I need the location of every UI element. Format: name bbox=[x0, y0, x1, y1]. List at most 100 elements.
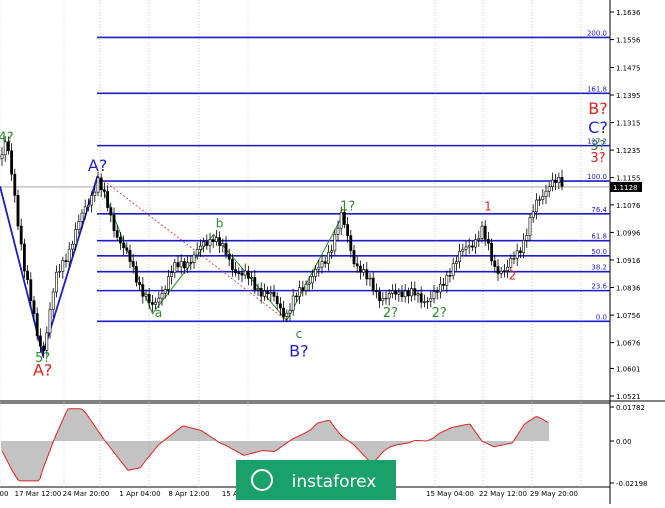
wave-label: 1? bbox=[340, 199, 355, 214]
candle-body bbox=[432, 291, 436, 299]
candle-body bbox=[54, 271, 58, 293]
candle-body bbox=[435, 291, 439, 293]
candle-body bbox=[48, 309, 52, 334]
candle-body bbox=[87, 204, 90, 208]
candle-body bbox=[221, 243, 225, 247]
candle-body bbox=[464, 246, 468, 250]
candle-body bbox=[314, 268, 318, 277]
candle-body bbox=[179, 261, 183, 268]
candle-body bbox=[557, 177, 561, 184]
candles bbox=[0, 136, 564, 358]
candle-body bbox=[531, 211, 535, 218]
candle-body bbox=[288, 309, 292, 314]
candle-body bbox=[522, 239, 526, 254]
candle-body bbox=[240, 272, 244, 276]
wave-line-blue bbox=[0, 175, 99, 358]
candle-body bbox=[141, 284, 145, 297]
candle-body bbox=[199, 245, 202, 250]
price-tick-label: 1.1475 bbox=[616, 64, 641, 72]
candle-body bbox=[266, 290, 270, 295]
candle-body bbox=[147, 293, 151, 303]
candle-body bbox=[262, 290, 266, 297]
candle-body bbox=[294, 295, 298, 298]
wave-label: 5? bbox=[35, 351, 50, 366]
candle-body bbox=[128, 249, 132, 262]
candle-body bbox=[317, 266, 321, 270]
candle-body bbox=[400, 291, 404, 298]
time-tick-label: 29 May 20:00 bbox=[530, 490, 578, 498]
candle-body bbox=[518, 250, 522, 254]
candle-body bbox=[167, 276, 170, 290]
candle-body bbox=[381, 298, 385, 302]
candle-body bbox=[499, 270, 503, 274]
candle-body bbox=[58, 270, 62, 273]
candle-body bbox=[272, 291, 276, 297]
time-axis: 00 17 Mar 12:00 24 Mar 20:00 1 Apr 04:00 8 A… bbox=[0, 490, 578, 498]
candle-body bbox=[486, 239, 490, 244]
candle-body bbox=[38, 335, 42, 347]
price-tick-label: 1.0916 bbox=[616, 257, 641, 265]
wave-label: A? bbox=[33, 361, 52, 380]
candle-body bbox=[474, 239, 478, 248]
candle-body bbox=[326, 252, 330, 264]
candle-body bbox=[35, 313, 39, 337]
wave-label: B? bbox=[289, 342, 308, 361]
candle-body bbox=[362, 269, 366, 273]
candle-body bbox=[304, 283, 308, 291]
candle-body bbox=[71, 243, 74, 250]
candle-body bbox=[3, 141, 7, 156]
watermark: instaforex bbox=[236, 460, 396, 500]
candle-body bbox=[470, 245, 474, 248]
candle-body bbox=[61, 260, 65, 272]
fib-level-label: 50.0 bbox=[591, 248, 607, 256]
price-tick-label: 1.1315 bbox=[616, 120, 641, 128]
time-tick-label: 24 Mar 20:00 bbox=[63, 490, 110, 498]
candle-body bbox=[16, 195, 20, 227]
fib-level-label: 127.2 bbox=[587, 138, 607, 146]
candle-body bbox=[109, 207, 113, 216]
candle-body bbox=[384, 297, 388, 300]
candle-body bbox=[352, 250, 356, 265]
candle-body bbox=[355, 263, 359, 267]
candle-body bbox=[282, 307, 286, 317]
price-tick-label: 1.1235 bbox=[616, 147, 641, 155]
candle-body bbox=[506, 266, 510, 271]
candle-body bbox=[45, 332, 49, 351]
candle-body bbox=[310, 276, 314, 284]
candle-body bbox=[151, 302, 154, 305]
candle-body bbox=[509, 258, 513, 268]
wave-label: b bbox=[216, 217, 224, 231]
price-tick-label: 1.1556 bbox=[616, 37, 641, 45]
candle-body bbox=[560, 177, 564, 187]
candle-body bbox=[339, 212, 343, 229]
candle-body bbox=[176, 262, 180, 268]
time-tick-label: 15 May 04:00 bbox=[426, 490, 474, 498]
price-tick-label: 1.1155 bbox=[616, 175, 641, 183]
time-tick-label: 17 Mar 12:00 bbox=[15, 490, 62, 498]
candle-body bbox=[99, 177, 103, 191]
macd-signal-line bbox=[1, 408, 549, 482]
candle-body bbox=[42, 345, 46, 351]
candle-body bbox=[550, 179, 554, 187]
candle-body bbox=[247, 270, 250, 279]
fibonacci-levels: 0.0 23.6 38.2 50.0 61.8 76.4 100.0 127.2 161.8 20… bbox=[0, 29, 610, 323]
candle-body bbox=[93, 191, 97, 196]
candle-body bbox=[483, 225, 487, 240]
fib-level-label: 100.0 bbox=[587, 173, 607, 181]
candle-body bbox=[403, 290, 407, 298]
candle-body bbox=[438, 283, 442, 293]
candle-body bbox=[90, 195, 94, 206]
candle-body bbox=[307, 282, 311, 285]
wave-label: B? bbox=[588, 99, 607, 118]
candle-body bbox=[26, 270, 30, 281]
time-tick-label: 15 Ap bbox=[222, 490, 243, 498]
candle-body bbox=[237, 272, 241, 274]
candle-body bbox=[448, 275, 452, 277]
candle-body bbox=[285, 312, 289, 317]
candle-body bbox=[106, 191, 110, 208]
wave-label: C? bbox=[588, 118, 608, 137]
candle-body bbox=[429, 298, 433, 302]
time-tick-label: 1 Apr 04:00 bbox=[119, 490, 160, 498]
candle-body bbox=[394, 290, 398, 295]
candle-body bbox=[10, 150, 14, 175]
